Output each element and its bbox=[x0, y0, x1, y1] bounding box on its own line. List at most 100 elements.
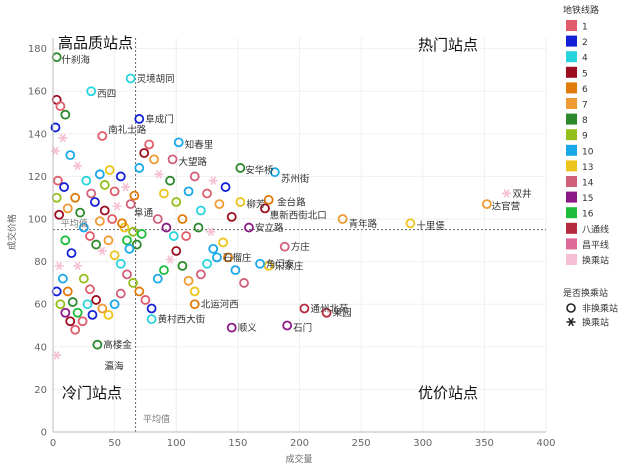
point-label: 大望路 bbox=[179, 156, 208, 168]
legend-transfer-title: 是否换乘站 bbox=[563, 287, 608, 299]
legend-swatch bbox=[566, 66, 577, 78]
station-point bbox=[125, 199, 136, 210]
legend-label: 13 bbox=[582, 163, 593, 173]
legend-label: 6 bbox=[582, 85, 588, 95]
point-label: 黄村西大街 bbox=[158, 314, 206, 326]
point-label: 平均值 bbox=[61, 217, 88, 229]
point-label: 瀛海 bbox=[105, 360, 125, 372]
station-point bbox=[128, 278, 139, 288]
station-point bbox=[65, 150, 76, 161]
station-point bbox=[230, 265, 241, 276]
station-point bbox=[195, 205, 206, 216]
point-label: 果园 bbox=[333, 308, 352, 319]
legend-label: 昌平线 bbox=[582, 239, 609, 251]
station-point bbox=[177, 260, 188, 271]
legend-swatch bbox=[566, 98, 577, 109]
transfer-point bbox=[208, 176, 218, 185]
station-point bbox=[70, 192, 81, 203]
station-point bbox=[60, 235, 71, 246]
station-point bbox=[189, 286, 200, 297]
points-layer bbox=[50, 52, 512, 360]
station-point bbox=[99, 205, 110, 216]
station-point bbox=[195, 269, 206, 280]
station-point bbox=[159, 265, 169, 276]
station-point bbox=[481, 199, 492, 210]
station-point bbox=[51, 52, 62, 63]
station-point bbox=[263, 260, 274, 271]
point-label: 知春里 bbox=[185, 139, 214, 151]
point-label: 角门东 bbox=[266, 258, 295, 270]
station-point bbox=[159, 188, 169, 199]
station-point bbox=[87, 309, 98, 320]
y-tick-label: 40 bbox=[34, 342, 47, 353]
station-point bbox=[124, 243, 135, 254]
legend-transfer-label: 非换乘站 bbox=[582, 303, 618, 315]
station-point bbox=[91, 239, 102, 250]
station-point bbox=[152, 214, 163, 224]
station-point bbox=[189, 171, 200, 182]
point-label: 青年路 bbox=[349, 218, 378, 230]
station-point bbox=[134, 163, 145, 173]
point-label: 安立路 bbox=[255, 222, 284, 234]
station-point bbox=[90, 197, 100, 207]
y-tick-label: 20 bbox=[34, 385, 47, 396]
transfer-point bbox=[206, 227, 216, 237]
station-point bbox=[122, 235, 132, 246]
station-point bbox=[125, 73, 136, 84]
station-point bbox=[86, 86, 97, 97]
point-label: 顺义 bbox=[238, 323, 258, 334]
station-point bbox=[57, 273, 68, 284]
station-point bbox=[168, 231, 179, 241]
station-point bbox=[91, 295, 102, 305]
station-point bbox=[78, 273, 89, 284]
transfer-point bbox=[58, 133, 68, 143]
point-label: 通州北苑 bbox=[310, 303, 349, 315]
station-point bbox=[165, 175, 175, 186]
station-point bbox=[51, 286, 62, 297]
legend-label: 15 bbox=[582, 194, 593, 204]
station-point bbox=[321, 307, 332, 318]
point-label: 高楼金 bbox=[103, 339, 132, 351]
y-tick-label: 100 bbox=[28, 215, 47, 226]
quadrant-top-right: 热门站点 bbox=[418, 36, 478, 54]
legend-swatch bbox=[566, 222, 577, 234]
legend-label: 7 bbox=[582, 101, 588, 111]
station-point bbox=[269, 167, 280, 178]
legend-swatch bbox=[566, 207, 577, 219]
quadrant-top-left: 高品质站点 bbox=[58, 34, 133, 52]
point-label: 苏州街 bbox=[281, 173, 310, 185]
point-label: 阜通 bbox=[134, 207, 154, 219]
point-label: 金台路 bbox=[277, 196, 306, 208]
station-point bbox=[140, 295, 151, 305]
station-point bbox=[82, 299, 93, 310]
station-point bbox=[59, 182, 69, 192]
station-point bbox=[97, 303, 108, 314]
station-point bbox=[104, 165, 115, 175]
station-point bbox=[139, 148, 150, 158]
station-point bbox=[70, 324, 81, 335]
quadrant-bottom-right: 优价站点 bbox=[418, 384, 478, 402]
legend-swatch bbox=[566, 144, 577, 156]
station-point bbox=[54, 209, 65, 220]
legend-label: 14 bbox=[582, 179, 594, 189]
transfer-point bbox=[502, 189, 512, 198]
x-tick-label: 300 bbox=[413, 438, 432, 449]
station-point bbox=[173, 137, 184, 148]
station-point bbox=[81, 175, 92, 186]
transfer-point bbox=[73, 261, 83, 271]
transfer-point bbox=[154, 170, 164, 179]
legend-label: 换乘站 bbox=[582, 255, 609, 267]
station-point bbox=[99, 180, 110, 190]
point-label: 惠新西街北口 bbox=[270, 209, 327, 221]
station-point bbox=[122, 269, 132, 280]
station-point bbox=[161, 222, 172, 233]
station-point bbox=[60, 109, 71, 120]
point-label: 达官营 bbox=[492, 201, 521, 213]
station-point bbox=[244, 222, 254, 233]
legend-star-marker bbox=[566, 317, 576, 327]
station-point bbox=[202, 258, 212, 269]
station-point bbox=[103, 235, 114, 246]
